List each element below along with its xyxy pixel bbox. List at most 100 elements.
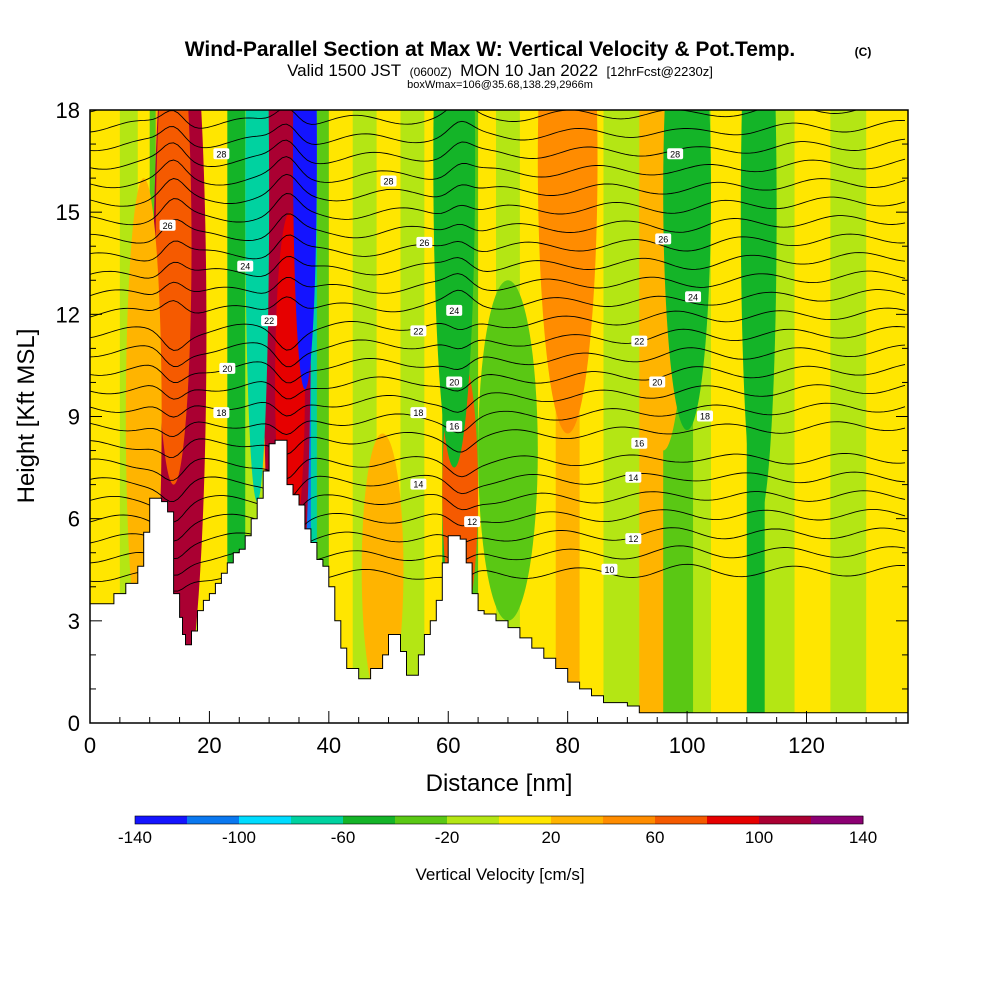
colorbar-segment — [291, 816, 344, 824]
subtitle-utc: (0600Z) — [410, 65, 452, 79]
isoline-label: 20 — [649, 376, 666, 388]
chart-title: Wind-Parallel Section at Max W: Vertical… — [185, 38, 796, 61]
isoline-label: 14 — [625, 471, 642, 483]
isoline-label: 18 — [410, 407, 427, 419]
theta-isoline — [90, 119, 906, 152]
colorbar-tick-label: 20 — [542, 828, 561, 847]
isoline-label: 24 — [685, 291, 702, 303]
vv-cell — [293, 110, 317, 390]
theta-isoline — [90, 307, 906, 351]
isoline-label-text: 20 — [652, 377, 662, 387]
vv-cell — [537, 110, 598, 434]
isoline-label: 10 — [601, 563, 618, 575]
isoline-label-text: 12 — [628, 534, 638, 544]
theta-isoline — [90, 490, 906, 523]
isoline-label-text: 26 — [419, 238, 429, 248]
colorbar-ticks: -140 -100 -60 -20 20 60 100 140 — [118, 828, 877, 847]
subtitle-date: MON 10 Jan 2022 — [460, 61, 598, 80]
theta-isoline — [90, 364, 906, 400]
y-axis-ticks: 0 3 6 9 12 15 18 — [56, 98, 908, 736]
y-tick-label: 0 — [68, 711, 80, 736]
colorbar-tick-label: -100 — [222, 828, 256, 847]
subtitle-box-wmax: boxWmax=106@35.68,138.29,2966m — [407, 79, 593, 91]
colorbar-segment — [707, 816, 760, 824]
colorbar-label: Vertical Velocity [cm/s] — [415, 865, 584, 884]
y-axis-label: Height [Kft MSL] — [13, 329, 40, 504]
subtitle-line: Valid 1500 JST (0600Z) MON 10 Jan 2022 [… — [287, 61, 713, 80]
x-axis-label: Distance [nm] — [426, 770, 573, 797]
isoline-label-text: 24 — [688, 292, 698, 302]
isoline-label-text: 22 — [634, 337, 644, 347]
theta-isoline — [90, 452, 906, 481]
isoline-label-text: 20 — [449, 377, 459, 387]
theta-isoline — [90, 138, 906, 170]
isoline-label: 16 — [446, 420, 463, 432]
isoline-label-text: 10 — [604, 565, 614, 575]
theta-isoline — [90, 156, 906, 189]
theta-isoline — [90, 421, 906, 458]
isoline-label: 26 — [416, 236, 433, 248]
theta-isoline — [90, 233, 906, 262]
colorbar-segment — [239, 816, 292, 824]
plot-area: 28 28 28 26 26 26 24 24 24 22 22 22 20 20 20 18 18 18 16 16… — [90, 110, 908, 723]
isoline-label: 22 — [261, 315, 278, 327]
x-tick-label: 120 — [788, 733, 825, 758]
terrain-mask — [90, 439, 908, 723]
copyright-mark: (C) — [855, 45, 872, 59]
x-tick-label: 100 — [669, 733, 706, 758]
subtitle-valid-time: Valid 1500 JST — [287, 61, 401, 80]
colorbar-segment — [759, 816, 812, 824]
theta-isoline — [90, 193, 906, 226]
colorbar-segment — [551, 816, 604, 824]
y-tick-label: 18 — [56, 98, 80, 123]
colorbar-segment — [603, 816, 656, 824]
isoline-label-text: 26 — [658, 234, 668, 244]
vv-band — [603, 110, 640, 723]
isoline-label: 20 — [219, 362, 236, 374]
subtitle-forecast: [12hrFcst@2230z] — [606, 64, 712, 79]
theta-isoline — [90, 110, 858, 133]
isoline-label: 18 — [213, 407, 230, 419]
x-tick-label: 20 — [197, 733, 221, 758]
theta-isoline — [90, 252, 906, 279]
isoline-label-text: 26 — [163, 221, 173, 231]
isoline-label: 12 — [464, 516, 481, 528]
colorbar-frame — [134, 815, 864, 825]
isoline-label-text: 24 — [449, 306, 459, 316]
colorbar-segment — [343, 816, 396, 824]
vv-cell — [245, 110, 270, 502]
colorbar-tick-label: -140 — [118, 828, 152, 847]
potential-temperature-isolines — [90, 110, 906, 594]
x-tick-label: 0 — [84, 733, 96, 758]
isoline-label-text: 18 — [413, 408, 423, 418]
isoline-label-text: 20 — [222, 364, 232, 374]
isoline-label: 26 — [159, 219, 176, 231]
colorbar-tick-label: -60 — [331, 828, 356, 847]
theta-isoline — [90, 289, 906, 318]
isoline-label-text: 16 — [634, 439, 644, 449]
isoline-label-text: 24 — [240, 262, 250, 272]
theta-isoline — [90, 508, 906, 543]
theta-isoline — [90, 173, 906, 207]
colorbar-segment — [135, 816, 188, 824]
isoline-label: 28 — [380, 175, 397, 187]
isoline-label-text: 22 — [264, 316, 274, 326]
theta-isoline — [90, 402, 906, 438]
colorbar-tick-label: 140 — [849, 828, 877, 847]
isoline-label: 22 — [631, 335, 648, 347]
vv-cell — [478, 280, 538, 621]
colorbar-segment — [655, 816, 708, 824]
colorbar-segment — [395, 816, 448, 824]
isoline-label: 12 — [625, 533, 642, 545]
vv-cell — [433, 110, 476, 468]
isoline-label-text: 18 — [216, 408, 226, 418]
isoline-label: 20 — [446, 376, 463, 388]
isoline-label: 26 — [655, 233, 672, 245]
colorbar-tick-label: -20 — [435, 828, 460, 847]
vv-band — [794, 110, 831, 723]
colorbar — [134, 815, 864, 825]
colorbar-tick-label: 100 — [745, 828, 773, 847]
theta-isoline — [90, 213, 906, 244]
x-tick-label: 80 — [555, 733, 579, 758]
